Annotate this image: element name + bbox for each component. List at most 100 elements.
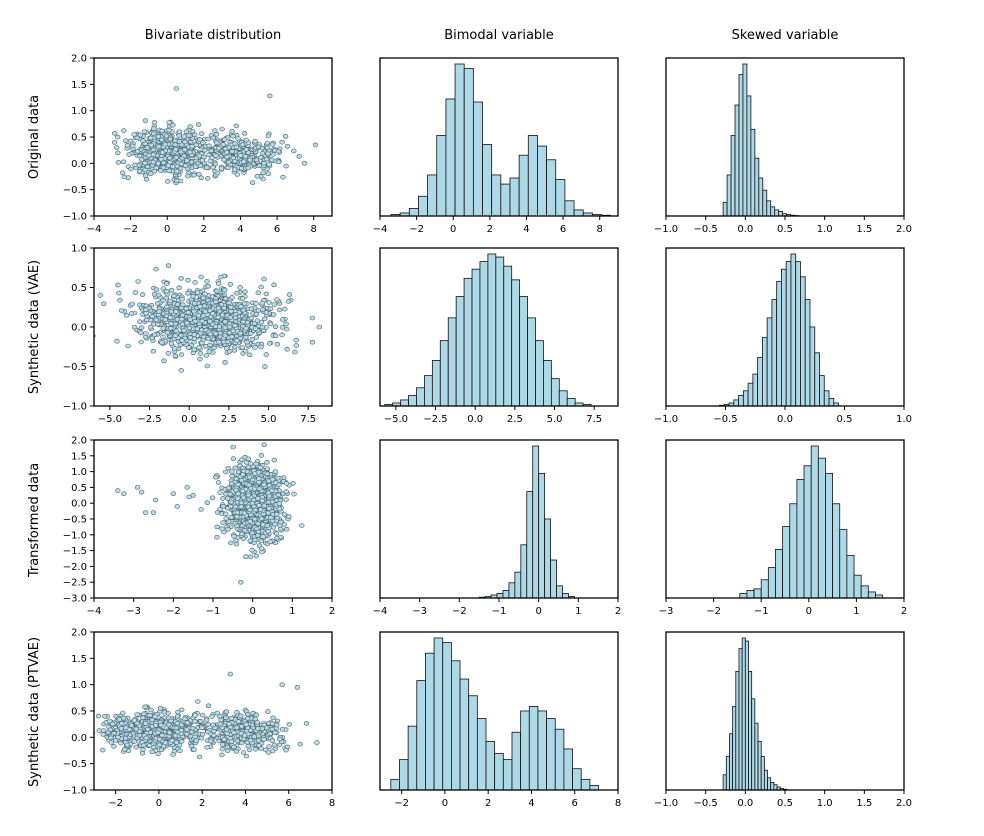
scatter-point (124, 742, 131, 748)
scatter-point (248, 315, 255, 321)
x-tick-label: 4 (242, 798, 248, 809)
hist-bar (508, 582, 516, 599)
scatter-point (179, 296, 185, 302)
scatter-point (228, 739, 235, 744)
scatter-point (192, 301, 198, 306)
scatter-point (196, 171, 202, 177)
scatter-point (193, 164, 199, 169)
scatter-point (192, 713, 198, 718)
scatter-point (194, 290, 201, 295)
hist-bar (550, 559, 557, 599)
panel-r1-c2: −1.0 −0.5 0.0 0.5 1.0 (654, 247, 912, 425)
scatter-point (207, 738, 214, 744)
scatter-point (219, 746, 226, 752)
hist-bar (738, 394, 744, 407)
scatter-point (266, 162, 272, 167)
scatter-point (261, 737, 267, 742)
hist-bar (766, 317, 773, 407)
x-tick-label: 0 (156, 798, 162, 809)
y-tick-label: 1.0 (71, 244, 87, 255)
scatter-point (220, 503, 226, 509)
scatter-point (185, 290, 191, 296)
scatter-point (138, 489, 145, 495)
scatter-point (241, 468, 247, 474)
scatter-point (176, 139, 183, 144)
scatter-point (114, 338, 120, 344)
x-tick-label: −1 (206, 606, 221, 617)
x-tick-label: 0 (806, 606, 812, 617)
scatter-point (115, 160, 122, 165)
scatter-point (170, 164, 176, 169)
hist-bar (773, 784, 778, 791)
scatter-point (150, 152, 157, 157)
scatter-point (242, 527, 248, 533)
x-tick-label: 0 (535, 606, 541, 617)
scatter-point (258, 344, 264, 350)
y-tick-label: 0.0 (71, 159, 87, 170)
scatter-point (266, 744, 272, 749)
scatter-point (176, 285, 182, 291)
hist-bar (514, 571, 522, 599)
scatter-point (197, 351, 204, 356)
scatter-point (214, 710, 220, 716)
scatter-point (243, 334, 249, 340)
x-tick-label: −2 (706, 606, 721, 617)
x-tick-label: 2 (199, 798, 205, 809)
axes-frame (665, 631, 905, 791)
scatter-point (277, 736, 283, 742)
scatter-point (228, 308, 234, 314)
scatter-point (192, 718, 198, 724)
scatter-point (240, 495, 247, 501)
scatter-point (155, 300, 161, 306)
scatter-point (140, 715, 146, 721)
scatter-point (102, 713, 108, 719)
hist-bar (809, 326, 816, 407)
scatter-point (207, 158, 214, 164)
scatter-point (157, 705, 164, 711)
scatter-point (163, 295, 170, 301)
scatter-point (152, 497, 159, 503)
scatter-point (213, 474, 219, 480)
axes-frame (665, 439, 905, 599)
scatter-point (156, 309, 162, 314)
scatter-point (143, 307, 149, 313)
hist-bar (433, 637, 444, 791)
hist-bar (479, 261, 489, 407)
scatter-point (219, 312, 226, 318)
scatter-point (106, 718, 113, 724)
scatter-point (150, 510, 157, 516)
scatter-point (238, 500, 245, 506)
scatter-point (228, 504, 234, 509)
hist-bar (796, 479, 805, 599)
y-tick-label: 1.0 (71, 680, 87, 691)
x-tick-label: 0 (450, 224, 456, 235)
scatter-point (223, 516, 229, 521)
scatter-point (149, 313, 155, 319)
scatter-point (200, 334, 207, 340)
scatter-point (200, 295, 207, 301)
hist-bar (738, 74, 744, 217)
hist-bar (804, 299, 811, 407)
hist-bar (573, 209, 584, 217)
scatter-point (231, 744, 237, 750)
y-tick-label: −1.0 (63, 212, 87, 223)
scatter-point (260, 170, 266, 176)
x-tick-label: 1.0 (896, 414, 912, 425)
hist-bar (828, 397, 835, 407)
scatter-point (247, 554, 254, 560)
scatter-point (134, 485, 141, 490)
y-tick-label: −1.0 (63, 402, 87, 413)
scatter-point (121, 174, 128, 180)
scatter-point (141, 711, 147, 717)
scatter-point (212, 161, 219, 167)
scatter-point (257, 465, 264, 470)
scatter-point (226, 330, 233, 336)
scatter-point (269, 726, 276, 732)
scatter-point (267, 321, 274, 327)
scatter-point (178, 275, 184, 281)
hist-bar (742, 63, 748, 217)
scatter-point (120, 715, 127, 721)
scatter-point (240, 750, 247, 755)
scatter-point (227, 324, 233, 330)
x-tick-label: 1 (289, 606, 295, 617)
